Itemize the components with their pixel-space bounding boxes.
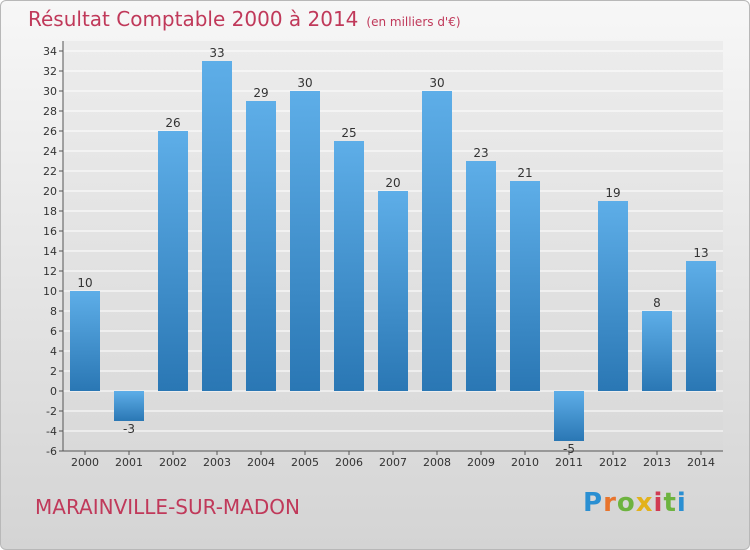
- bar-value-label: 23: [473, 146, 488, 160]
- x-tick-label: 2007: [379, 456, 407, 469]
- x-tick-label: 2009: [467, 456, 495, 469]
- commune-name: MARAINVILLE-SUR-MADON: [35, 495, 300, 519]
- y-tick-label: 20: [43, 185, 57, 198]
- bar-value-label: 21: [517, 166, 532, 180]
- x-axis: 2000 2001 2002 2003 2004 2005 2006 2007 2008 2009…: [63, 450, 723, 469]
- y-tick-label: 8: [50, 305, 57, 318]
- x-tick-label: 2002: [159, 456, 187, 469]
- y-tick-label: 28: [43, 105, 57, 118]
- bar: [422, 91, 452, 391]
- y-tick-label: 6: [50, 325, 57, 338]
- bar-value-label: 26: [165, 116, 180, 130]
- y-tick-label: 18: [43, 205, 57, 218]
- y-tick-label: 0: [50, 385, 57, 398]
- bar: [466, 161, 496, 391]
- logo-letter: P: [583, 488, 604, 518]
- y-tick-label: 26: [43, 125, 57, 138]
- x-tick-label: 2013: [643, 456, 671, 469]
- bar: [114, 391, 144, 421]
- x-tick-label: 2011: [555, 456, 583, 469]
- bar: [334, 141, 364, 391]
- bar-value-label: 10: [77, 276, 92, 290]
- bar-value-label: 13: [693, 246, 708, 260]
- chart-title-text: Résultat Comptable 2000 à 2014: [28, 7, 359, 31]
- bar-value-label: 30: [429, 76, 444, 90]
- x-tick-label: 2006: [335, 456, 363, 469]
- chart-title: Résultat Comptable 2000 à 2014 (en millie…: [28, 7, 461, 31]
- bar: [686, 261, 716, 391]
- y-tick-label: 34: [43, 45, 57, 58]
- y-tick-label: 14: [43, 245, 57, 258]
- y-tick-label: -4: [46, 425, 57, 438]
- bar-value-label: -5: [563, 442, 575, 456]
- bar-value-label: -3: [123, 422, 135, 436]
- y-tick-label: 10: [43, 285, 57, 298]
- y-tick-label: 2: [50, 365, 57, 378]
- y-tick-label: 12: [43, 265, 57, 278]
- y-tick-label: 30: [43, 85, 57, 98]
- bar: [642, 311, 672, 391]
- x-tick-label: 2005: [291, 456, 319, 469]
- bar: [510, 181, 540, 391]
- x-tick-label: 2012: [599, 456, 627, 469]
- x-tick-label: 2003: [203, 456, 231, 469]
- bars: [70, 61, 716, 441]
- bar-value-label: 33: [209, 46, 224, 60]
- y-tick-label: -6: [46, 445, 57, 458]
- y-tick-label: 16: [43, 225, 57, 238]
- logo-letter: i: [653, 488, 664, 518]
- bar: [158, 131, 188, 391]
- bar-value-label: 8: [653, 296, 661, 310]
- x-tick-label: 2010: [511, 456, 539, 469]
- y-tick-label: 32: [43, 65, 57, 78]
- chart-subtitle: (en milliers d'€): [366, 15, 461, 29]
- x-tick-label: 2004: [247, 456, 275, 469]
- bar-value-label: 20: [385, 176, 400, 190]
- data-labels: 10 -3 26 33 29 30 25 20 30 23 21 -5 19 8 13: [77, 46, 708, 456]
- bar: [290, 91, 320, 391]
- logo-letter: x: [635, 488, 654, 518]
- proxiti-logo: Proxiti: [583, 488, 687, 518]
- logo-letter: t: [663, 488, 677, 518]
- bar: [246, 101, 276, 391]
- logo-letter: o: [616, 488, 636, 518]
- bar: [378, 191, 408, 391]
- bar: [554, 391, 584, 441]
- bar: [202, 61, 232, 391]
- bar-value-label: 29: [253, 86, 268, 100]
- y-tick-label: 4: [50, 345, 57, 358]
- bar-value-label: 30: [297, 76, 312, 90]
- logo-letter: r: [603, 488, 617, 518]
- x-tick-label: 2008: [423, 456, 451, 469]
- bar: [598, 201, 628, 391]
- x-tick-label: 2000: [71, 456, 99, 469]
- bar-value-label: 19: [605, 186, 620, 200]
- y-tick-label: 22: [43, 165, 57, 178]
- x-tick-label: 2001: [115, 456, 143, 469]
- x-tick-label: 2014: [687, 456, 715, 469]
- y-tick-label: -2: [46, 405, 57, 418]
- logo-letter: i: [676, 488, 687, 518]
- bar-value-label: 25: [341, 126, 356, 140]
- bar: [70, 291, 100, 391]
- y-tick-label: 24: [43, 145, 57, 158]
